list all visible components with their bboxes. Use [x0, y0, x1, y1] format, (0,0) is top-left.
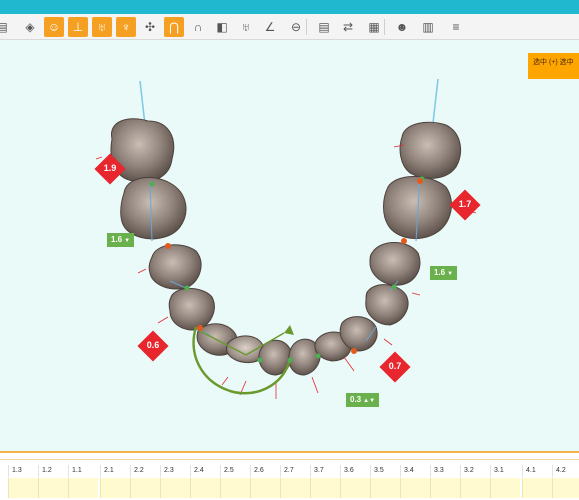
timeline-tooth-label[interactable]: 2.7	[280, 465, 310, 477]
timeline-tooth-label[interactable]: 1.3	[8, 465, 38, 477]
left-premolar-1[interactable]	[149, 245, 201, 289]
staging-timeline: 1.3 1.2 1.1 2.1 2.2 2.3 2.4 2.5 2.6 2.7 3.7 3.6 3.5 3…	[0, 451, 579, 500]
measure-icon[interactable]: ⊥	[68, 17, 88, 37]
timeline-stage-slot[interactable]	[8, 478, 38, 498]
timeline-stage-slot[interactable]	[130, 478, 160, 498]
arch-icon[interactable]: ∩	[188, 17, 208, 37]
head-icon[interactable]: ☻	[392, 17, 412, 37]
timeline-stage-slot[interactable]	[160, 478, 190, 498]
timeline-stage-slot[interactable]	[370, 478, 400, 498]
gap-badge-right-value: 1.6	[434, 268, 445, 277]
distance-badge-right-lower[interactable]: 0.7	[384, 356, 406, 378]
timeline-stage-slot[interactable]	[38, 478, 68, 498]
timeline-tooth-label[interactable]: 2.3	[160, 465, 190, 477]
chevron-down-icon: ▼	[124, 238, 130, 244]
timeline-stage-slot[interactable]	[310, 478, 340, 498]
timeline-tooth-label[interactable]: 3.6	[340, 465, 370, 477]
toolbar-separator	[306, 19, 307, 35]
toolbar: ▤ ◈ ☺ ⊥ ♅ ♆ ✣ ⋂ ∩ ◧ ♅ ∠ ⊖ ▤ ⇄ ▦ ☻ ▥ ≡	[0, 14, 579, 40]
timeline-stage-slot[interactable]	[522, 478, 552, 498]
title-bar	[0, 0, 579, 14]
rotate-icon[interactable]: ⇄	[338, 17, 358, 37]
ruler-icon[interactable]: ⊖	[286, 17, 306, 37]
timeline-tooth-label[interactable]: 3.4	[400, 465, 430, 477]
split-icon[interactable]: ◧	[212, 17, 232, 37]
document-icon[interactable]: ▤	[314, 17, 334, 37]
timeline-stage-slot[interactable]	[68, 478, 98, 498]
menu-icon[interactable]: ▤	[0, 17, 12, 37]
timeline-tooth-label[interactable]: 2.6	[250, 465, 280, 477]
dental-arch-viewport[interactable]: 1.9 1.7 0.6 0.7 1.6 ▼ 1.6 ▼ 0.3 ▲▼	[0, 41, 579, 451]
timeline-stage-slot[interactable]	[430, 478, 460, 498]
timeline-tooth-labels: 1.3 1.2 1.1 2.1 2.2 2.3 2.4 2.5 2.6 2.7 3.7 3.6 3.5 3…	[0, 465, 579, 477]
timeline-stage-row	[0, 478, 579, 498]
left-premolar-2[interactable]	[169, 288, 214, 330]
distance-badge-left-lower[interactable]: 0.6	[142, 335, 164, 357]
timeline-stage-slot[interactable]	[552, 478, 579, 498]
tooth-model-icon[interactable]: ◈	[20, 17, 40, 37]
timeline-tooth-label[interactable]: 4.1	[522, 465, 552, 477]
timeline-stage-slot[interactable]	[100, 478, 130, 498]
timeline-tooth-label[interactable]: 3.7	[310, 465, 340, 477]
timeline-tooth-label[interactable]: 1.1	[68, 465, 98, 477]
timeline-tooth-label[interactable]: 3.1	[490, 465, 520, 477]
gap-badge-center-value: 0.3	[350, 395, 361, 404]
timeline-stage-slot[interactable]	[250, 478, 280, 498]
timeline-tooth-label[interactable]: 3.2	[460, 465, 490, 477]
tooth-icon[interactable]: ♅	[92, 17, 112, 37]
timeline-tooth-label[interactable]: 4.2	[552, 465, 579, 477]
right-molar-lower[interactable]	[384, 177, 452, 239]
calendar-icon[interactable]: ▥	[418, 17, 438, 37]
smile-icon[interactable]: ☺	[44, 17, 64, 37]
timeline-stage-slot[interactable]	[220, 478, 250, 498]
toolbar-separator	[384, 19, 385, 35]
gap-badge-center[interactable]: 0.3 ▲▼	[346, 393, 379, 407]
distance-badge-left-upper[interactable]: 1.9	[99, 158, 121, 180]
right-molar-upper[interactable]	[400, 122, 461, 178]
timeline-stage-slot[interactable]	[460, 478, 490, 498]
gap-badge-right[interactable]: 1.6 ▼	[430, 266, 457, 280]
chevron-down-icon: ▼	[447, 271, 453, 277]
stepper-icon: ▲▼	[363, 398, 375, 404]
notes-icon[interactable]: ≡	[446, 17, 466, 37]
left-molar-lower[interactable]	[121, 178, 186, 239]
tooth-move-icon[interactable]: ✣	[140, 17, 160, 37]
tooth-gray-icon[interactable]: ♅	[236, 17, 256, 37]
timeline-stage-slot[interactable]	[190, 478, 220, 498]
timeline-tooth-label[interactable]: 2.4	[190, 465, 220, 477]
tooth-alt-icon[interactable]: ♆	[116, 17, 136, 37]
timeline-tooth-label[interactable]: 2.2	[130, 465, 160, 477]
timeline-tooth-label[interactable]: 3.5	[370, 465, 400, 477]
timeline-tooth-label[interactable]: 2.1	[100, 465, 130, 477]
arch-box-icon[interactable]: ⋂	[164, 17, 184, 37]
right-premolar-1[interactable]	[370, 243, 420, 286]
timeline-tooth-label[interactable]: 1.2	[38, 465, 68, 477]
timeline-stage-slot[interactable]	[490, 478, 520, 498]
distance-badge-right-upper[interactable]: 1.7	[454, 194, 476, 216]
clipboard-icon[interactable]: ▦	[364, 17, 384, 37]
graph-icon[interactable]: ∠	[260, 17, 280, 37]
timeline-track	[0, 459, 579, 460]
timeline-stage-slot[interactable]	[340, 478, 370, 498]
gap-badge-left[interactable]: 1.6 ▼	[107, 233, 134, 247]
right-premolar-2[interactable]	[366, 285, 408, 325]
dental-arch-canvas[interactable]	[0, 41, 579, 451]
timeline-tooth-label[interactable]: 2.5	[220, 465, 250, 477]
timeline-tooth-label[interactable]: 3.3	[430, 465, 460, 477]
timeline-stage-slot[interactable]	[280, 478, 310, 498]
timeline-stage-slot[interactable]	[400, 478, 430, 498]
gap-badge-left-value: 1.6	[111, 235, 122, 244]
